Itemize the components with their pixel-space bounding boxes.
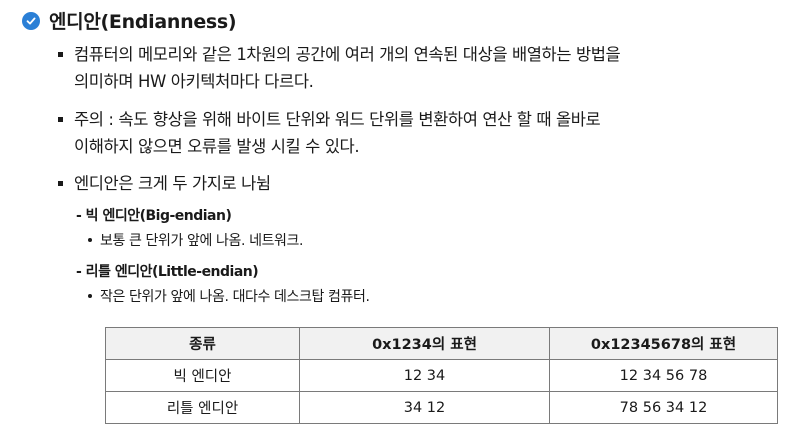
bullet-line: 의미하며 HW 아키텍처마다 다르다. [74,72,314,91]
subitem-big-endian-desc: 보통 큰 단위가 앞에 나옴. 네트워크. [88,230,303,250]
endian-comparison-table: 종류 0x1234의 표현 0x12345678의 표현 빅 엔디안 12 34… [105,327,778,424]
subitem-little-endian-title: - 리틀 엔디안(Little-endian) [76,264,259,280]
header-0x12345678: 0x12345678의 표현 [549,327,778,360]
dot-bullet-icon [88,294,92,298]
bullet-caution: 주의 : 속도 향상을 위해 바이트 단위와 워드 단위를 변환하여 연산 할 … [58,106,601,160]
bullet-line: 컴퓨터의 메모리와 같은 1차원의 공간에 여러 개의 연속된 대상을 배열하는… [74,45,621,64]
bullet-line: 엔디안은 크게 두 가지로 나뉨 [74,174,271,193]
table-cell: 34 12 [299,391,550,424]
header-type: 종류 [105,327,300,360]
dot-bullet-icon [88,238,92,242]
page-title: 엔디안(Endianness) [49,11,237,33]
subitem-big-endian-title: - 빅 엔디안(Big-endian) [76,208,232,224]
square-bullet-icon [58,52,63,57]
square-bullet-icon [58,181,63,186]
bullet-line: 주의 : 속도 향상을 위해 바이트 단위와 워드 단위를 변환하여 연산 할 … [74,110,601,129]
bullet-definition: 컴퓨터의 메모리와 같은 1차원의 공간에 여러 개의 연속된 대상을 배열하는… [58,41,621,95]
bullet-line: 이해하지 않으면 오류를 발생 시킬 수 있다. [74,137,360,156]
table-header-row: 종류 0x1234의 표현 0x12345678의 표현 [105,327,778,360]
table-cell: 12 34 [299,359,550,392]
table-cell: 12 34 56 78 [549,359,778,392]
table-cell: 리틀 엔디안 [105,391,300,424]
header-0x1234: 0x1234의 표현 [299,327,550,360]
table-cell: 78 56 34 12 [549,391,778,424]
section-heading: 엔디안(Endianness) [22,7,237,34]
bullet-types: 엔디안은 크게 두 가지로 나뉨 [58,170,271,197]
subitem-little-endian-desc: 작은 단위가 앞에 나옴. 대다수 데스크탑 컴퓨터. [88,286,370,306]
check-circle-icon [22,11,40,30]
square-bullet-icon [58,117,63,122]
table-cell: 빅 엔디안 [105,359,300,392]
table-row: 리틀 엔디안 34 12 78 56 34 12 [105,391,778,424]
table-row: 빅 엔디안 12 34 12 34 56 78 [105,359,778,392]
